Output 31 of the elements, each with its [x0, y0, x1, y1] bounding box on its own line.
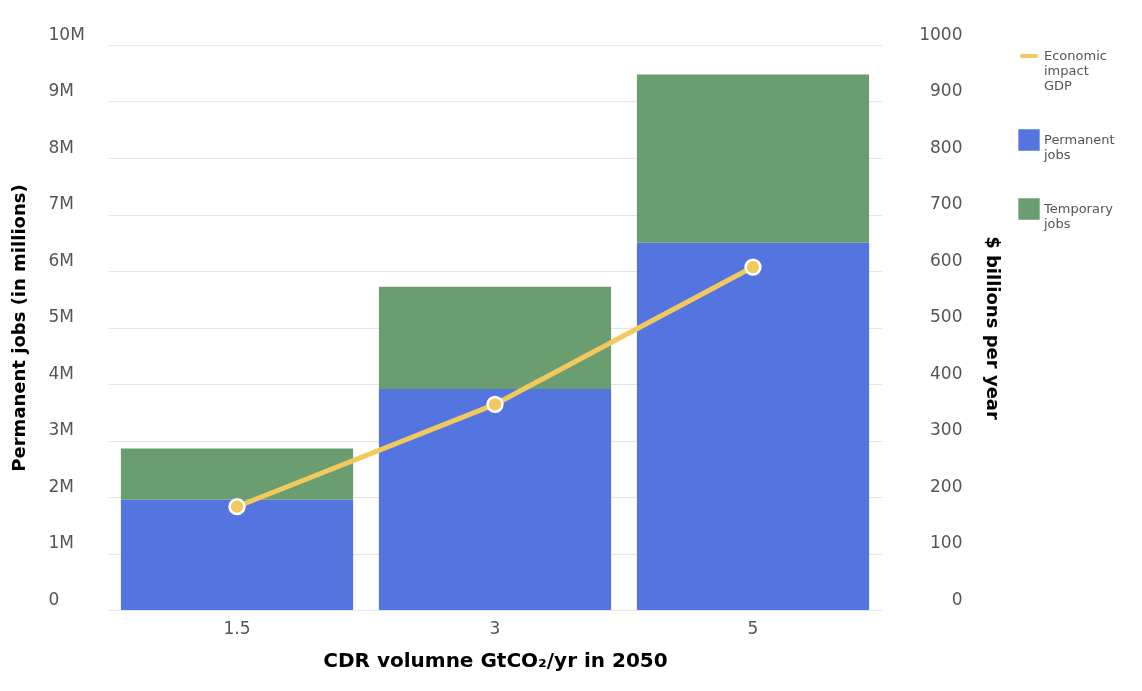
legend-label: Permanent jobs	[1043, 132, 1115, 162]
y2-tick-label: 1000	[919, 23, 963, 44]
y2-tick-label: 100	[930, 532, 963, 552]
legend-label: Economic impact GDP	[1044, 48, 1107, 93]
y2-tick-label: 0	[951, 588, 963, 609]
y2-tick-label: 700	[930, 193, 963, 213]
y2-tick-label: 400	[930, 362, 963, 383]
x-axis-title: CDR volumne GtCO₂/yr in 2050	[323, 647, 668, 672]
y-axis-title: Permanent jobs (in millions)	[7, 184, 29, 472]
y-tick-label: 7M	[48, 193, 74, 213]
y2-tick-label: 200	[930, 475, 963, 496]
legend-label: Temporary jobs	[1043, 201, 1114, 231]
y2-tick-label: 800	[930, 136, 963, 157]
y-tick-label: 6M	[48, 249, 74, 270]
y-tick-label: 4M	[48, 362, 74, 383]
x-tick-label: 3	[489, 617, 501, 638]
x-tick-label: 5	[747, 617, 759, 638]
y-tick-label: 1M	[48, 532, 74, 552]
y-tick-label: 5M	[48, 306, 74, 326]
y-tick-label: 9M	[48, 80, 74, 100]
y-tick-label: 2M	[48, 475, 74, 496]
y-tick-label: 8M	[48, 136, 74, 157]
y-tick-label: 0	[48, 588, 60, 609]
y2-axis-title: $ billions per year	[982, 236, 1004, 420]
y2-tick-label: 900	[930, 80, 963, 100]
x-tick-label: 1.5	[223, 617, 251, 638]
y2-tick-label: 300	[930, 419, 963, 439]
y2-tick-label: 600	[930, 249, 963, 270]
y-tick-label: 3M	[48, 419, 74, 439]
y2-tick-label: 500	[930, 306, 963, 326]
y-tick-label: 10M	[48, 23, 85, 44]
